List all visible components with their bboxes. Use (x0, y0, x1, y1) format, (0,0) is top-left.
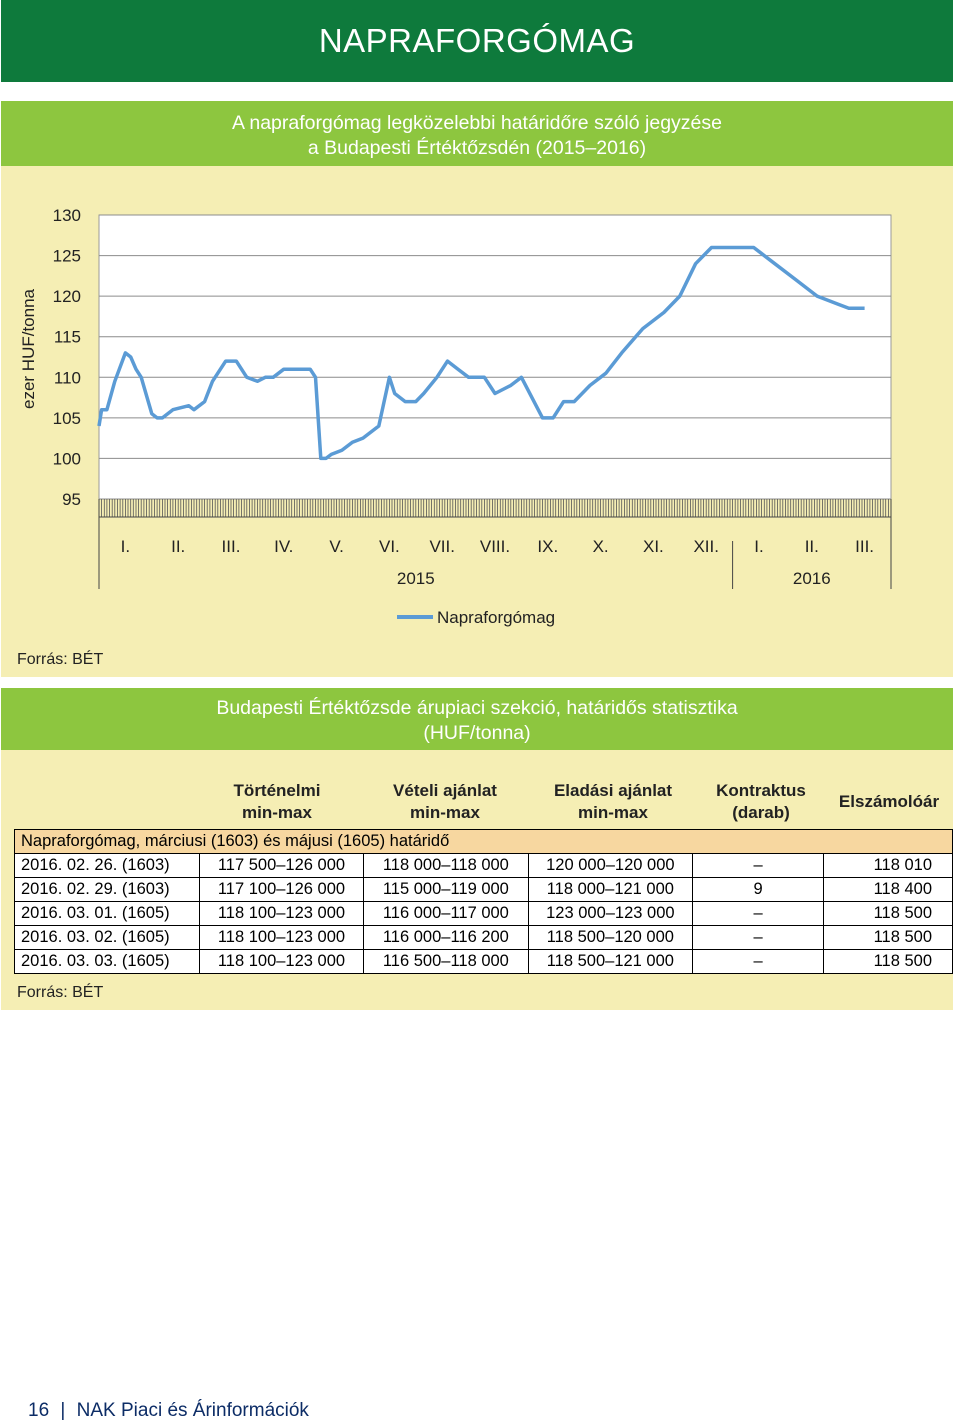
x-year-label: 2016 (793, 569, 831, 588)
col-header-contracts-l1: Kontraktus (716, 781, 806, 800)
x-month-label: III. (855, 537, 874, 556)
x-month-label: II. (171, 537, 185, 556)
y-tick-label: 110 (54, 368, 81, 387)
cell-bid: 116 000–117 000 (363, 901, 529, 926)
table-row: 2016. 03. 01. (1605) 118 100–123 000 116… (14, 901, 953, 926)
col-header-bid: Vételi ajánlat min-max (365, 780, 525, 824)
cell-settle: 118 010 (823, 853, 953, 878)
series-line (97, 245, 865, 461)
x-month-label: IX. (537, 537, 558, 556)
y-tick-label: 130 (53, 206, 81, 225)
table-row: 2016. 02. 26. (1603) 117 500–126 000 118… (14, 853, 953, 878)
col-header-settlement-l1: Elszámolóár (838, 792, 940, 811)
cell-settle: 118 500 (823, 949, 953, 974)
cell-bid: 115 000–119 000 (363, 877, 529, 902)
y-tick-label: 120 (53, 287, 81, 306)
cell-ask: 118 000–121 000 (527, 877, 694, 902)
table-row: 2016. 02. 29. (1603) 117 100–126 000 115… (14, 877, 953, 902)
page-footer: 16 | NAK Piaci és Árinformációk (28, 1400, 309, 1422)
col-header-historical: Történelmi min-max (197, 780, 357, 824)
y-tick-label: 125 (53, 247, 81, 266)
chart-title-line2: a Budapesti Értéktőzsdén (2015–2016) (307, 137, 647, 159)
cell-date: 2016. 03. 01. (1605) (14, 901, 200, 926)
footer-separator: | (60, 1400, 66, 1421)
x-axis-day-ticks (98, 499, 892, 517)
x-month-label: XII. (693, 537, 719, 556)
cell-contracts: 9 (692, 877, 825, 902)
col-header-contracts-l2: (darab) (732, 803, 790, 822)
chart-section: A napraforgómag legközelebbi határidőre … (1, 101, 953, 677)
cell-hist: 117 500–126 000 (198, 853, 365, 878)
col-header-contracts: Kontraktus (darab) (691, 780, 831, 824)
col-header-ask: Eladási ajánlat min-max (533, 780, 693, 824)
futures-table: Napraforgómag, márciusi (1603) és májusi… (14, 829, 953, 974)
page-title: NAPRAFORGÓMAG (318, 22, 636, 59)
x-month-label: XI. (643, 537, 664, 556)
table-source: Forrás: BÉT (17, 984, 104, 1001)
page-number: 16 (28, 1400, 50, 1421)
cell-bid: 116 000–116 200 (363, 925, 529, 950)
x-month-label: V. (329, 537, 344, 556)
x-month-label: VIII. (480, 537, 510, 556)
x-year-label: 2015 (397, 569, 435, 588)
table-row: 2016. 03. 03. (1605) 118 100–123 000 116… (14, 949, 953, 974)
table-title-line1: Budapesti Értéktőzsde árupiaci szekció, … (216, 697, 738, 719)
col-header-historical-l1: Történelmi (233, 781, 321, 800)
cell-settle: 118 500 (823, 901, 953, 926)
col-header-historical-l2: min-max (242, 803, 312, 822)
table-row: 2016. 03. 02. (1605) 118 100–123 000 116… (14, 925, 953, 950)
y-tick-label: 105 (53, 409, 81, 428)
cell-bid: 116 500–118 000 (363, 949, 529, 974)
cell-hist: 117 100–126 000 (198, 877, 365, 902)
col-header-ask-l1: Eladási ajánlat (553, 781, 673, 800)
cell-hist: 118 100–123 000 (198, 901, 365, 926)
group-label: Napraforgómag, márciusi (1603) és májusi… (14, 829, 953, 854)
chart-title-band: A napraforgómag legközelebbi határidőre … (1, 101, 953, 166)
page-header: NAPRAFORGÓMAG (1, 0, 953, 82)
table-group-row: Napraforgómag, márciusi (1603) és májusi… (14, 829, 953, 854)
legend-label: Napraforgómag (437, 608, 555, 627)
table-section: Budapesti Értéktőzsde árupiaci szekció, … (1, 688, 953, 1010)
cell-date: 2016. 03. 02. (1605) (14, 925, 200, 950)
col-header-settlement: Elszámolóár (827, 791, 951, 813)
y-tick-label: 95 (62, 490, 81, 509)
cell-contracts: – (692, 949, 825, 974)
table-title-line2: (HUF/tonna) (423, 722, 531, 744)
cell-settle: 118 500 (823, 925, 953, 950)
publication-name: NAK Piaci és Árinformációk (76, 1400, 309, 1421)
chart-source: Forrás: BÉT (17, 651, 104, 668)
cell-contracts: – (692, 901, 825, 926)
plot-area (98, 214, 892, 500)
y-axis-label: ezer HUF/tonna (19, 288, 38, 409)
cell-ask: 118 500–120 000 (527, 925, 694, 950)
cell-date: 2016. 02. 29. (1603) (14, 877, 200, 902)
x-month-label: X. (593, 537, 609, 556)
y-tick-label: 115 (54, 328, 81, 347)
col-header-bid-l1: Vételi ajánlat (393, 781, 497, 800)
x-month-label: I. (754, 537, 763, 556)
x-month-label: I. (121, 537, 130, 556)
cell-ask: 120 000–120 000 (527, 853, 694, 878)
col-header-ask-l2: min-max (578, 803, 648, 822)
x-month-label: VII. (429, 537, 455, 556)
cell-date: 2016. 03. 03. (1605) (14, 949, 200, 974)
cell-bid: 118 000–118 000 (363, 853, 529, 878)
cell-date: 2016. 02. 26. (1603) (14, 853, 200, 878)
cell-contracts: – (692, 853, 825, 878)
cell-settle: 118 400 (823, 877, 953, 902)
price-line-chart: 95 100 105 110 115 120 125 130 ezer HUF/tonna I. I… (19, 206, 892, 627)
cell-contracts: – (692, 925, 825, 950)
cell-hist: 118 100–123 000 (198, 949, 365, 974)
cell-ask: 123 000–123 000 (527, 901, 694, 926)
table-title-band: Budapesti Értéktőzsde árupiaci szekció, … (1, 688, 953, 750)
y-tick-label: 100 (53, 449, 81, 468)
x-month-label: III. (222, 537, 241, 556)
col-header-bid-l2: min-max (410, 803, 480, 822)
cell-hist: 118 100–123 000 (198, 925, 365, 950)
x-month-label: VI. (379, 537, 400, 556)
x-month-label: IV. (274, 537, 293, 556)
x-month-label: II. (805, 537, 819, 556)
chart-title-line1: A napraforgómag legközelebbi határidőre … (232, 112, 722, 134)
cell-ask: 118 500–121 000 (527, 949, 694, 974)
